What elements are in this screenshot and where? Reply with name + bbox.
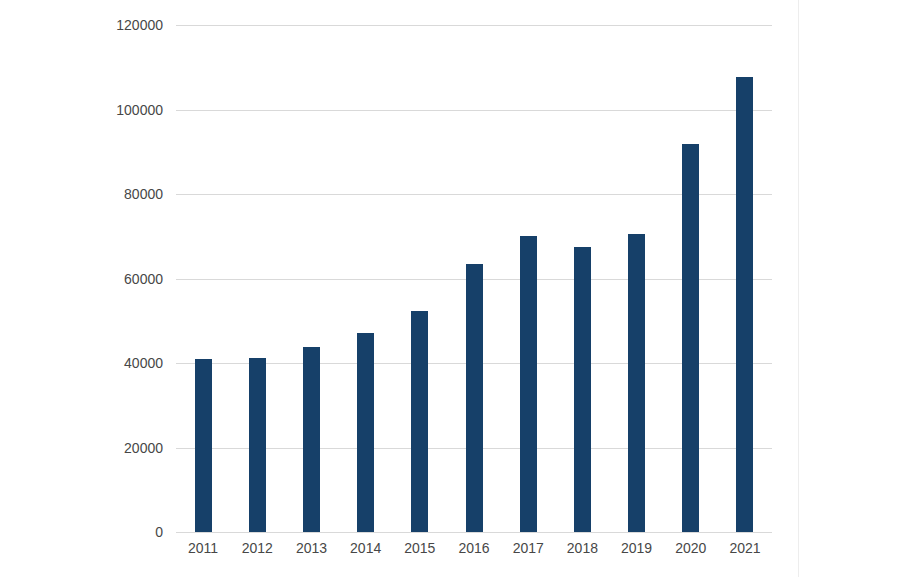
- bar-slot-2014: [339, 25, 393, 532]
- y-tick-label-100000: 100000: [0, 102, 163, 118]
- bar-2017: [520, 236, 537, 532]
- page-edge-line: [798, 0, 799, 577]
- bar-2020: [682, 144, 699, 532]
- x-tick-label-2011: 2011: [176, 540, 230, 560]
- x-tick-label-2016: 2016: [447, 540, 501, 560]
- y-tick-label-80000: 80000: [0, 186, 163, 202]
- y-axis-labels: 0 20000 40000 60000 80000 100000 120000: [0, 0, 163, 577]
- bar-2014: [357, 333, 374, 532]
- bar-slot-2016: [447, 25, 501, 532]
- y-tick-label-120000: 120000: [0, 17, 163, 33]
- bar-slot-2019: [610, 25, 664, 532]
- x-tick-label-2020: 2020: [664, 540, 718, 560]
- gridline-0: [176, 532, 772, 533]
- bar-slot-2013: [284, 25, 338, 532]
- bar-slot-2018: [555, 25, 609, 532]
- bar-2013: [303, 347, 320, 532]
- bar-slot-2011: [176, 25, 230, 532]
- plot-area: [176, 25, 772, 532]
- bar-slot-2012: [230, 25, 284, 532]
- bar-slot-2020: [664, 25, 718, 532]
- x-tick-label-2013: 2013: [284, 540, 338, 560]
- bar-series: [176, 25, 772, 532]
- y-tick-label-60000: 60000: [0, 271, 163, 287]
- bar-2019: [628, 234, 645, 532]
- x-tick-label-2015: 2015: [393, 540, 447, 560]
- x-tick-label-2014: 2014: [339, 540, 393, 560]
- bar-slot-2017: [501, 25, 555, 532]
- y-tick-label-0: 0: [0, 524, 163, 540]
- x-tick-label-2021: 2021: [718, 540, 772, 560]
- bar-2016: [466, 264, 483, 532]
- y-tick-label-40000: 40000: [0, 355, 163, 371]
- x-tick-label-2012: 2012: [230, 540, 284, 560]
- bar-2012: [249, 358, 266, 532]
- bar-2021: [736, 77, 753, 532]
- bar-slot-2015: [393, 25, 447, 532]
- bar-2015: [411, 311, 428, 532]
- bar-2011: [195, 359, 212, 532]
- y-tick-label-20000: 20000: [0, 440, 163, 456]
- x-tick-label-2019: 2019: [610, 540, 664, 560]
- x-tick-label-2017: 2017: [501, 540, 555, 560]
- bar-chart: 020000400006000080000100000120000 201120…: [0, 0, 900, 577]
- x-tick-label-2018: 2018: [555, 540, 609, 560]
- bar-slot-2021: [718, 25, 772, 532]
- bar-2018: [574, 247, 591, 532]
- x-axis-labels: 2011201220132014201520162017201820192020…: [176, 540, 772, 560]
